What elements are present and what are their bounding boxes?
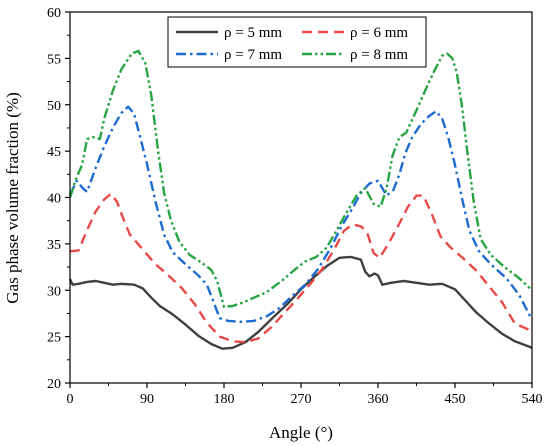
- y-axis-label: Gas phase volume fraction (%): [3, 92, 22, 303]
- x-tick-label: 450: [445, 392, 466, 407]
- x-tick-label: 270: [291, 392, 312, 407]
- y-tick-label: 55: [47, 52, 61, 67]
- axes-layer: 0 90 180 270 360 450 540 20 25 30 35 40 45 50 55 60: [47, 6, 543, 407]
- legend-label-4: ρ = 8 mm: [350, 47, 408, 63]
- y-tick-label: 45: [47, 145, 61, 160]
- series-line-2: [69, 192, 533, 344]
- x-tick-label: 540: [522, 392, 543, 407]
- y-tick-label: 40: [47, 192, 61, 207]
- x-tick-label: 360: [368, 392, 389, 407]
- x-tick-label: 0: [67, 392, 74, 407]
- legend-box: [167, 16, 427, 68]
- series-layer: [68, 49, 534, 350]
- legend-label-3: ρ = 7 mm: [224, 47, 282, 63]
- legend-label-1: ρ = 5 mm: [224, 25, 282, 41]
- legend-label-2: ρ = 6 mm: [350, 25, 408, 41]
- series-line-3: [68, 105, 534, 323]
- x-axis-label: Angle (°): [269, 423, 333, 442]
- legend: ρ = 5 mm ρ = 6 mm ρ = 7 mm ρ = 8 mm: [167, 16, 427, 68]
- y-tick-label: 30: [47, 284, 61, 299]
- y-tick-label: 20: [47, 377, 61, 392]
- x-tick-label: 180: [214, 392, 235, 407]
- x-tick-label: 90: [140, 392, 154, 407]
- y-tick-label: 35: [47, 238, 61, 253]
- y-tick-label: 50: [47, 99, 61, 114]
- y-tick-label: 25: [47, 331, 61, 346]
- y-tick-label: 60: [47, 6, 61, 21]
- series-line-4: [68, 49, 533, 309]
